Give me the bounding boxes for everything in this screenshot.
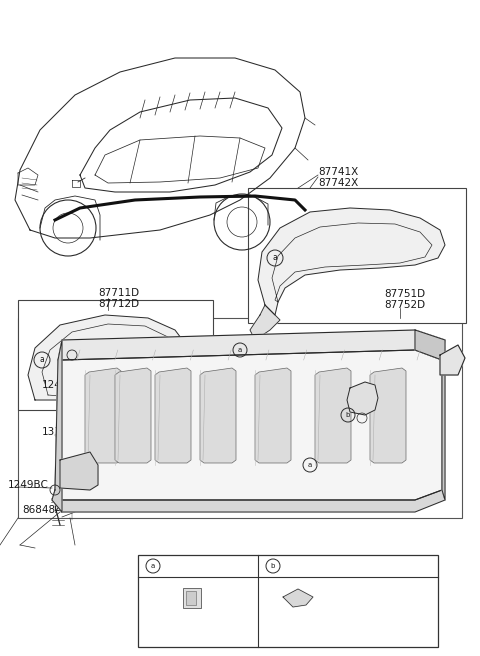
Text: 1249PN: 1249PN	[42, 380, 83, 390]
Polygon shape	[255, 368, 291, 463]
Text: 87752D: 87752D	[384, 300, 425, 310]
Polygon shape	[415, 330, 445, 500]
Text: 1249LG: 1249LG	[378, 428, 419, 438]
Text: 1249BC: 1249BC	[8, 480, 49, 490]
Bar	[18, 300, 213, 410]
Text: b: b	[346, 412, 350, 418]
Polygon shape	[370, 368, 406, 463]
Bar	[138, 555, 438, 647]
Text: b: b	[271, 563, 275, 569]
Bar	[186, 591, 196, 605]
Polygon shape	[115, 368, 151, 463]
Text: 87712D: 87712D	[98, 299, 139, 309]
Polygon shape	[60, 452, 98, 490]
Polygon shape	[315, 368, 351, 463]
Text: 87756J: 87756J	[164, 561, 200, 571]
Text: a: a	[308, 462, 312, 468]
Text: 87711D: 87711D	[98, 288, 139, 298]
Bar	[183, 588, 201, 608]
Text: 87211E: 87211E	[382, 387, 421, 397]
Text: 86848A: 86848A	[22, 505, 62, 515]
Polygon shape	[58, 330, 445, 360]
Polygon shape	[258, 208, 445, 315]
Polygon shape	[200, 368, 236, 463]
Polygon shape	[155, 368, 191, 463]
Text: a: a	[40, 356, 44, 365]
Bar	[18, 318, 462, 518]
Polygon shape	[250, 305, 280, 340]
Polygon shape	[85, 368, 121, 463]
Text: a: a	[151, 563, 155, 569]
Polygon shape	[440, 345, 465, 375]
Text: a: a	[238, 347, 242, 353]
Text: 87211F: 87211F	[382, 398, 421, 408]
Polygon shape	[283, 589, 313, 607]
Polygon shape	[52, 490, 445, 512]
Text: 1335CJ: 1335CJ	[42, 427, 79, 437]
Text: 87742X: 87742X	[318, 178, 358, 188]
Bar	[248, 188, 466, 323]
Text: 87751D: 87751D	[384, 289, 425, 299]
Text: a: a	[273, 253, 277, 262]
Polygon shape	[347, 382, 378, 415]
Polygon shape	[28, 315, 190, 400]
Text: 87759D: 87759D	[320, 592, 361, 602]
Polygon shape	[52, 340, 62, 512]
Text: 87741X: 87741X	[318, 167, 358, 177]
Text: 1249LG: 1249LG	[320, 622, 360, 632]
Polygon shape	[55, 350, 442, 500]
